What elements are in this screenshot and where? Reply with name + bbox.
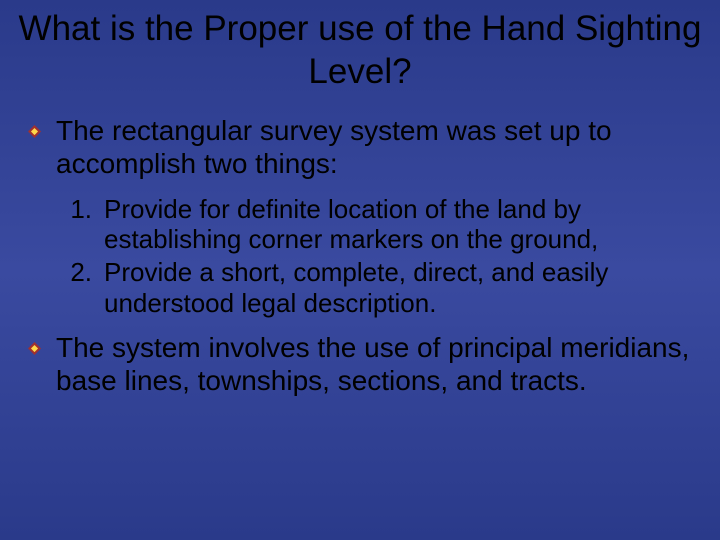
list-item: 2. Provide a short, complete, direct, an…	[60, 257, 690, 318]
diamond-bullet-icon	[28, 342, 41, 355]
numbered-list: 1. Provide for definite location of the …	[56, 194, 690, 319]
list-number: 2.	[60, 257, 104, 318]
list-item: 1. Provide for definite location of the …	[60, 194, 690, 255]
list-text: Provide a short, complete, direct, and e…	[104, 257, 690, 318]
list-text: Provide for definite location of the lan…	[104, 194, 690, 255]
bullet-item: The rectangular survey system was set up…	[56, 115, 690, 179]
slide: What is the Proper use of the Hand Sight…	[0, 0, 720, 540]
bullet-text: The system involves the use of principal…	[56, 332, 689, 395]
bullet-item: The system involves the use of principal…	[56, 332, 690, 396]
bullet-text: The rectangular survey system was set up…	[56, 115, 612, 178]
list-number: 1.	[60, 194, 104, 255]
slide-title: What is the Proper use of the Hand Sight…	[12, 8, 708, 93]
diamond-bullet-icon	[28, 125, 41, 138]
slide-content: The rectangular survey system was set up…	[12, 115, 708, 396]
